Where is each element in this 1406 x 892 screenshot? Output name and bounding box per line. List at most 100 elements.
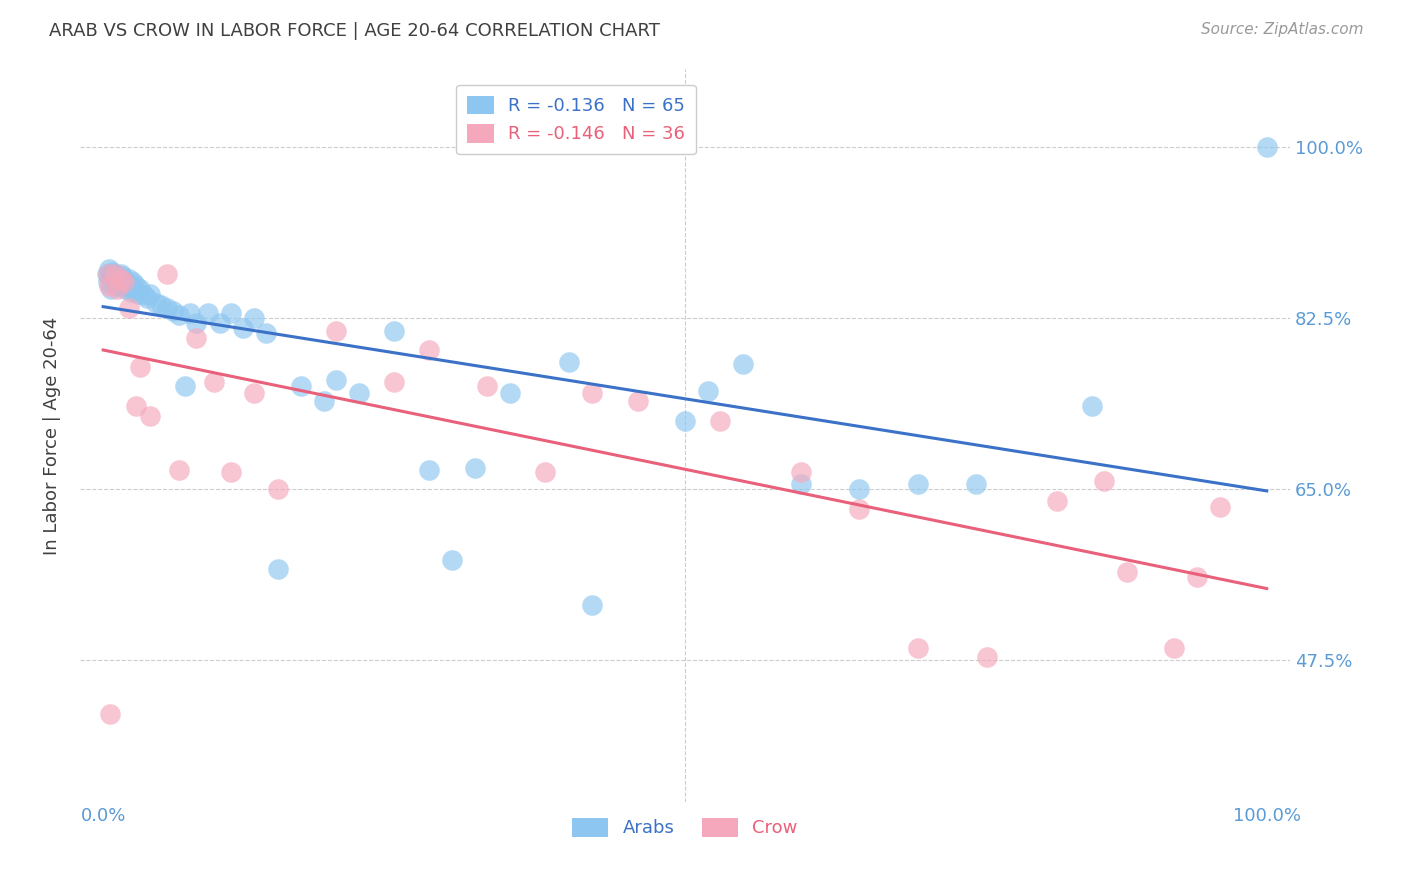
Point xyxy=(581,598,603,612)
Point xyxy=(266,482,288,496)
Point xyxy=(110,267,132,281)
Point xyxy=(117,277,139,291)
Point xyxy=(132,288,155,302)
Point xyxy=(219,306,242,320)
Point xyxy=(475,379,498,393)
Point xyxy=(1163,640,1185,655)
Point xyxy=(208,316,231,330)
Point xyxy=(129,282,152,296)
Point xyxy=(103,272,125,286)
Point xyxy=(202,375,225,389)
Point xyxy=(105,282,128,296)
Point xyxy=(907,477,929,491)
Point xyxy=(186,316,208,330)
Legend: Arabs, Crow: Arabs, Crow xyxy=(565,811,804,845)
Point xyxy=(1116,566,1139,580)
Point xyxy=(156,267,179,281)
Point xyxy=(101,265,124,279)
Point xyxy=(243,310,266,325)
Point xyxy=(150,298,173,312)
Point xyxy=(186,330,208,344)
Point xyxy=(125,278,148,293)
Point xyxy=(118,278,141,293)
Point xyxy=(581,386,603,401)
Point xyxy=(347,386,370,401)
Point xyxy=(118,301,141,316)
Point xyxy=(534,465,557,479)
Y-axis label: In Labor Force | Age 20-64: In Labor Force | Age 20-64 xyxy=(44,317,60,555)
Point xyxy=(848,501,870,516)
Point xyxy=(100,282,122,296)
Point xyxy=(97,278,120,293)
Point xyxy=(733,357,755,371)
Point xyxy=(382,324,405,338)
Point xyxy=(127,286,149,301)
Point xyxy=(97,262,120,277)
Point xyxy=(290,379,312,393)
Point xyxy=(1209,500,1232,514)
Point xyxy=(156,301,179,316)
Point xyxy=(907,640,929,655)
Point xyxy=(111,275,134,289)
Point xyxy=(107,278,129,293)
Point xyxy=(120,285,142,299)
Point xyxy=(441,552,464,566)
Point xyxy=(96,267,118,281)
Point xyxy=(167,462,190,476)
Text: ARAB VS CROW IN LABOR FORCE | AGE 20-64 CORRELATION CHART: ARAB VS CROW IN LABOR FORCE | AGE 20-64 … xyxy=(49,22,659,40)
Point xyxy=(105,275,128,289)
Point xyxy=(138,409,160,423)
Point xyxy=(167,308,190,322)
Point xyxy=(121,282,143,296)
Point xyxy=(112,275,135,289)
Point xyxy=(1185,570,1208,584)
Point xyxy=(1092,475,1115,489)
Point xyxy=(145,296,167,310)
Point xyxy=(104,267,127,281)
Point xyxy=(790,465,813,479)
Point xyxy=(118,272,141,286)
Point xyxy=(110,272,132,286)
Point xyxy=(97,267,120,281)
Point xyxy=(232,320,254,334)
Point xyxy=(266,562,288,576)
Point xyxy=(136,292,159,306)
Point xyxy=(115,275,138,289)
Point xyxy=(243,386,266,401)
Point xyxy=(464,460,486,475)
Point xyxy=(709,414,731,428)
Point xyxy=(104,267,127,281)
Point xyxy=(697,384,720,399)
Point xyxy=(1256,140,1278,154)
Point xyxy=(197,306,219,320)
Point xyxy=(418,462,440,476)
Point xyxy=(673,414,696,428)
Point xyxy=(179,306,201,320)
Point xyxy=(111,268,134,283)
Point xyxy=(1081,399,1104,413)
Point xyxy=(325,373,347,387)
Point xyxy=(138,286,160,301)
Point xyxy=(1046,494,1069,508)
Point xyxy=(848,482,870,496)
Point xyxy=(104,277,127,291)
Point xyxy=(162,304,184,318)
Point xyxy=(976,650,998,665)
Point xyxy=(557,355,579,369)
Point xyxy=(114,282,136,296)
Point xyxy=(499,386,522,401)
Point xyxy=(98,268,121,283)
Point xyxy=(790,477,813,491)
Point xyxy=(418,343,440,358)
Point xyxy=(254,326,277,340)
Text: Source: ZipAtlas.com: Source: ZipAtlas.com xyxy=(1201,22,1364,37)
Point xyxy=(219,465,242,479)
Point xyxy=(122,275,145,289)
Point xyxy=(965,477,987,491)
Point xyxy=(108,272,131,286)
Point xyxy=(173,379,195,393)
Point xyxy=(129,359,152,374)
Point xyxy=(314,394,336,409)
Point xyxy=(97,275,120,289)
Point xyxy=(125,399,148,413)
